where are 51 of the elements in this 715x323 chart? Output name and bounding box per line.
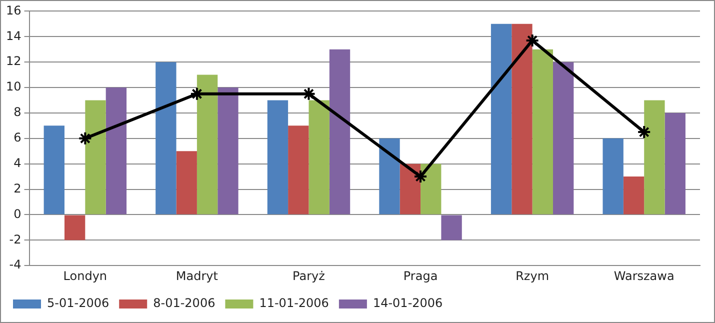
x-tick-label: Paryż <box>292 268 325 283</box>
point <box>78 131 92 146</box>
y-tick-label: 8 <box>14 105 22 120</box>
y-tick-label: 10 <box>6 80 22 94</box>
legend-label: 5-01-2006 <box>47 296 110 310</box>
bar <box>664 112 686 214</box>
bar <box>196 74 218 214</box>
point <box>637 125 652 140</box>
x-tick-label: Warszawa <box>614 268 674 283</box>
point <box>525 33 540 48</box>
bar <box>532 49 553 214</box>
x-tick-label: Madryt <box>176 268 218 283</box>
bar <box>64 215 86 240</box>
bar <box>602 138 624 214</box>
x-tick-label: Londyn <box>63 268 108 283</box>
bar <box>218 88 238 214</box>
bar <box>156 62 176 214</box>
point <box>190 86 204 101</box>
x-tick-label: Praga <box>403 268 438 283</box>
bar <box>420 164 442 214</box>
bar <box>490 24 512 214</box>
y-tick-label: -2 <box>9 232 22 246</box>
bar <box>85 100 106 214</box>
bar <box>176 151 197 214</box>
y-tick-label: -4 <box>9 258 22 272</box>
bar <box>400 164 421 214</box>
y-tick-label: 16 <box>6 3 22 18</box>
bar <box>106 88 127 214</box>
bar <box>441 215 462 240</box>
bar <box>44 126 64 214</box>
bar <box>329 49 350 214</box>
legend-label: 8-01-2006 <box>153 296 216 310</box>
bar <box>553 62 574 214</box>
y-tick-label: 0 <box>14 206 22 221</box>
bar <box>644 100 665 214</box>
bar <box>379 138 400 214</box>
y-tick-label: 14 <box>6 28 22 43</box>
legend-label: 11-01-2006 <box>259 296 329 310</box>
y-tick-label: 6 <box>14 130 22 145</box>
y-tick-label: 4 <box>14 156 22 170</box>
bar <box>288 126 309 214</box>
legend-label: 14-01-2006 <box>372 296 443 310</box>
point <box>414 170 428 184</box>
y-tick-label: 2 <box>14 181 22 196</box>
y-tick-label: 12 <box>6 54 22 68</box>
bar <box>267 100 288 214</box>
bar <box>308 100 330 214</box>
bar <box>623 176 644 214</box>
x-tick-label: Rzym <box>516 268 550 283</box>
bar <box>512 24 532 214</box>
point <box>302 86 316 101</box>
